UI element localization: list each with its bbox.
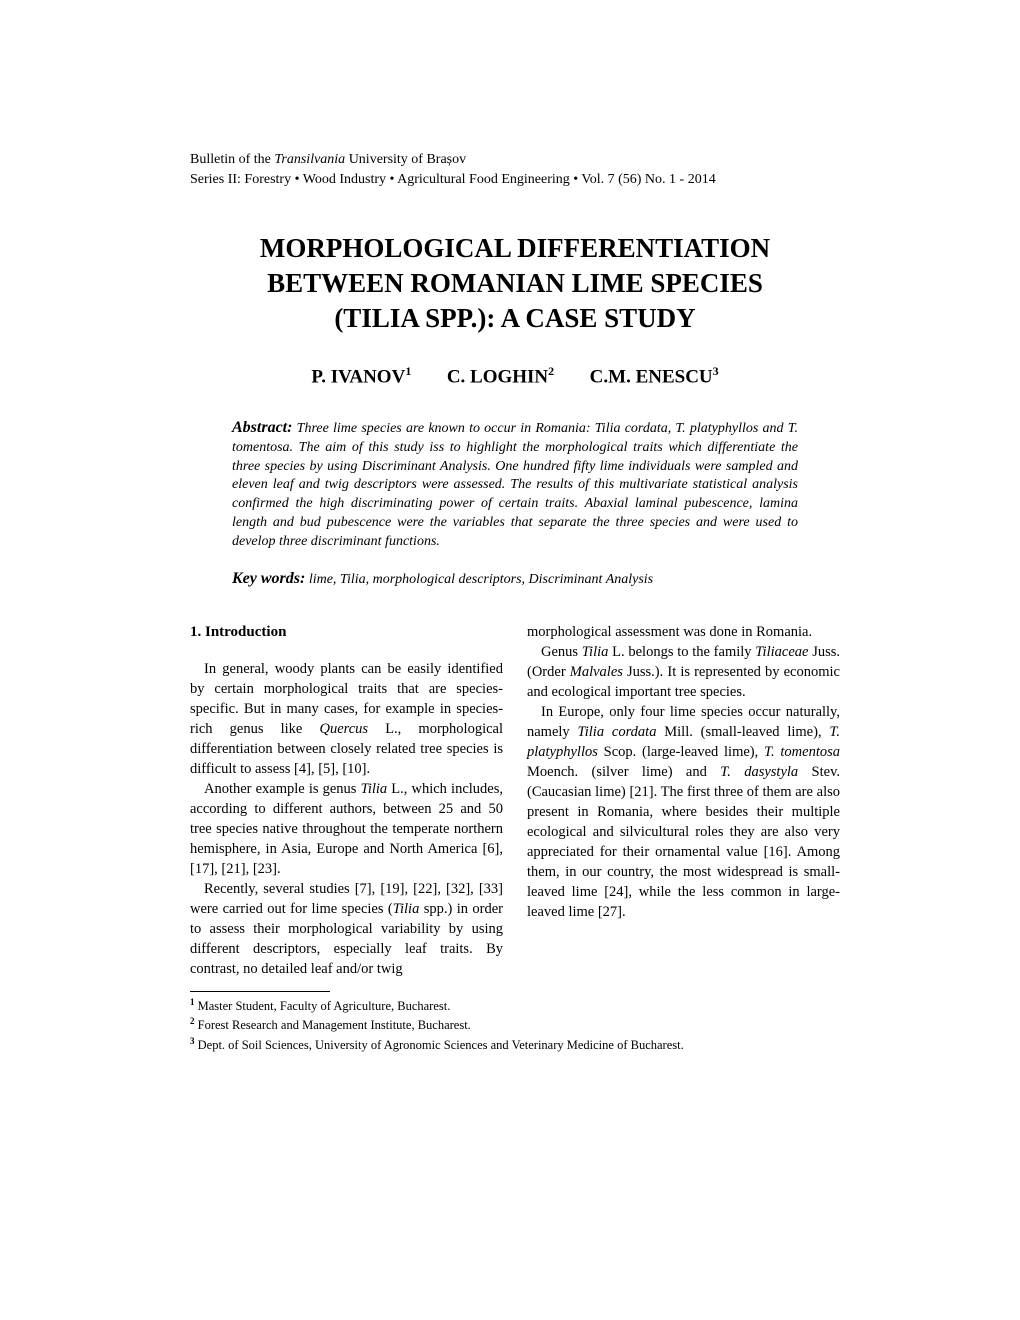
keywords-text: lime, Tilia, morphological descriptors, … [305, 572, 653, 587]
paragraph: Another example is genus Tilia L., which… [190, 779, 503, 879]
affiliation-sup-3: 3 [713, 364, 719, 378]
footnote-2: 2 Forest Research and Management Institu… [190, 1015, 840, 1035]
paragraph-continuation: morphological assessment was done in Rom… [527, 622, 840, 642]
italic-order: Malvales [570, 664, 623, 680]
right-column: morphological assessment was done in Rom… [527, 622, 840, 979]
text-run: Genus [541, 644, 582, 660]
italic-species: T. tomentosa [764, 744, 840, 760]
italic-genus: Tilia [393, 901, 420, 917]
footnote-text: Forest Research and Management Institute… [195, 1019, 471, 1033]
journal-line-1: Bulletin of the Transilvania University … [190, 150, 840, 170]
keywords-block: Key words: lime, Tilia, morphological de… [232, 570, 798, 588]
abstract-text: Three lime species are known to occur in… [232, 421, 798, 549]
author-1: P. IVANOV [311, 367, 405, 388]
text-run: Mill. (small-leaved lime), [656, 724, 829, 740]
footnote-separator [190, 991, 330, 992]
journal-line-2: Series II: Forestry • Wood Industry • Ag… [190, 170, 840, 190]
abstract-block: Abstract: Three lime species are known t… [232, 417, 798, 552]
paragraph: Recently, several studies [7], [19], [22… [190, 879, 503, 979]
title-line-2: BETWEEN ROMANIAN LIME SPECIES [190, 266, 840, 301]
author-3: C.M. ENESCU [590, 367, 713, 388]
page-container: Bulletin of the Transilvania University … [0, 0, 1020, 1135]
authors-line: P. IVANOV1 C. LOGHIN2 C.M. ENESCU3 [190, 364, 840, 388]
italic-genus: Quercus [319, 721, 368, 737]
footnote-text: Master Student, Faculty of Agriculture, … [195, 999, 451, 1013]
journal-name-italic: Transilvania [274, 152, 345, 167]
abstract-label: Abstract: [232, 419, 292, 436]
title-line-1: MORPHOLOGICAL DIFFERENTIATION [190, 231, 840, 266]
journal-suffix: University of Brașov [345, 152, 466, 167]
affiliation-sup-2: 2 [548, 364, 554, 378]
footnote-1: 1 Master Student, Faculty of Agriculture… [190, 996, 840, 1016]
footnotes-block: 1 Master Student, Faculty of Agriculture… [190, 996, 840, 1055]
italic-family: Tiliaceae [755, 644, 808, 660]
journal-prefix: Bulletin of the [190, 152, 274, 167]
paragraph: In Europe, only four lime species occur … [527, 702, 840, 922]
paper-title: MORPHOLOGICAL DIFFERENTIATION BETWEEN RO… [190, 231, 840, 336]
paragraph: Genus Tilia L. belongs to the family Til… [527, 642, 840, 702]
text-run: Another example is genus [204, 781, 361, 797]
italic-genus: Tilia [361, 781, 388, 797]
text-run: L. belongs to the family [608, 644, 755, 660]
title-line-3: (TILIA SPP.): A CASE STUDY [190, 301, 840, 336]
left-column: 1. Introduction In general, woody plants… [190, 622, 503, 979]
italic-species: T. dasystyla [720, 764, 798, 780]
text-run: Moench. (silver lime) and [527, 764, 720, 780]
footnote-3: 3 Dept. of Soil Sciences, University of … [190, 1035, 840, 1055]
italic-genus: Tilia [582, 644, 609, 660]
author-2: C. LOGHIN [447, 367, 548, 388]
text-run: Scop. (large-leaved lime), [598, 744, 764, 760]
journal-header: Bulletin of the Transilvania University … [190, 150, 840, 189]
footnote-text: Dept. of Soil Sciences, University of Ag… [195, 1038, 684, 1052]
affiliation-sup-1: 1 [405, 364, 411, 378]
italic-species: Tilia cordata [577, 724, 656, 740]
section-heading: 1. Introduction [190, 622, 503, 643]
body-columns: 1. Introduction In general, woody plants… [190, 622, 840, 979]
text-run: Stev. (Caucasian lime) [21]. The first t… [527, 764, 840, 920]
keywords-label: Key words: [232, 570, 305, 587]
paragraph: In general, woody plants can be easily i… [190, 659, 503, 779]
